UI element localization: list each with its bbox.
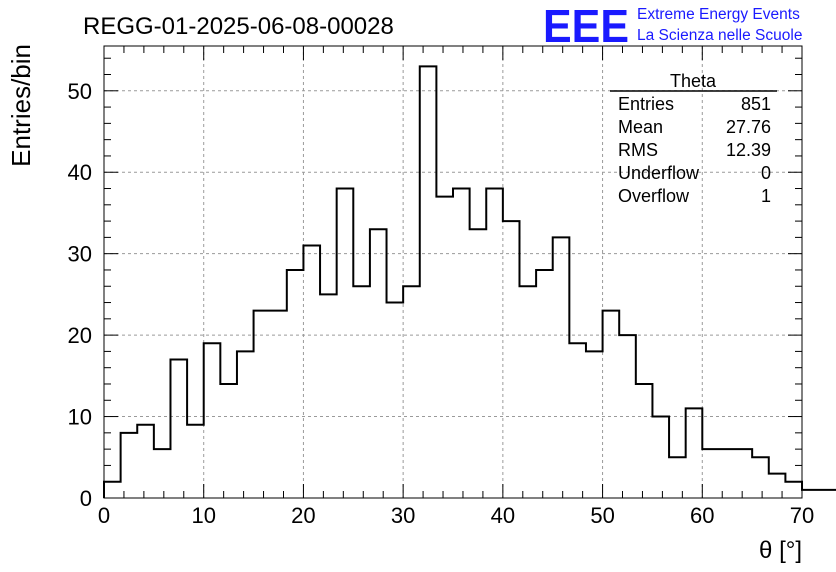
histogram-bin <box>752 457 769 498</box>
histogram-bin <box>719 449 736 498</box>
histogram-bin <box>536 270 553 498</box>
histogram-bin <box>569 343 586 498</box>
plot-frame <box>103 45 803 499</box>
x-tick-label: 20 <box>291 503 315 528</box>
histogram-bin <box>553 237 570 498</box>
histogram-bin <box>819 490 836 498</box>
histogram-bin <box>669 457 686 498</box>
x-tick-label: 40 <box>491 503 515 528</box>
histogram-bin <box>503 221 520 498</box>
x-tick-label: 0 <box>98 503 110 528</box>
histogram-bin <box>187 425 204 498</box>
histogram-bin <box>636 384 653 498</box>
histogram-bin <box>121 433 138 498</box>
eee-logo-mark: EEE <box>543 0 629 52</box>
y-tick-label: 10 <box>68 405 92 430</box>
histogram-bin <box>254 311 271 498</box>
histogram-bin <box>702 449 719 498</box>
histogram-bin <box>370 229 387 498</box>
y-axis-label: Entries/bin <box>6 44 36 167</box>
stats-row-label: RMS <box>618 140 658 160</box>
stats-row-value: 27.76 <box>726 117 771 137</box>
histogram-series <box>103 65 836 498</box>
y-tick-label: 30 <box>68 242 92 267</box>
stats-row-value: 0 <box>761 163 771 183</box>
x-tick-label: 10 <box>191 503 215 528</box>
eee-logo-line2: La Scienza nelle Scuole <box>637 27 802 44</box>
histogram-bin <box>204 343 221 498</box>
histogram-bin <box>353 286 370 498</box>
x-tick-label: 60 <box>690 503 714 528</box>
stats-row-label: Mean <box>618 117 663 137</box>
histogram-bin <box>586 351 603 498</box>
x-tick-label: 30 <box>391 503 415 528</box>
histogram-bin <box>453 189 470 498</box>
histogram-bin <box>420 66 437 498</box>
histogram-bin <box>287 270 304 498</box>
grid-lines <box>104 46 802 498</box>
histogram-bin <box>470 229 487 498</box>
histogram-bin <box>337 189 354 498</box>
histogram-bin <box>220 384 237 498</box>
histogram-bin <box>137 425 154 498</box>
histogram-bin <box>436 197 453 498</box>
histogram-outline <box>103 65 836 498</box>
histogram-bin <box>785 482 802 498</box>
y-tick-label: 0 <box>80 486 92 511</box>
stats-row-label: Overflow <box>618 186 690 206</box>
histogram-bin <box>769 474 786 498</box>
histogram-bin <box>519 286 536 498</box>
histogram-bin <box>486 189 503 498</box>
x-axis-label: θ [°] <box>759 537 802 564</box>
histogram-bin <box>303 246 320 498</box>
x-tick-label: 70 <box>790 503 814 528</box>
stats-title: Theta <box>670 71 717 91</box>
eee-logo: EEE Extreme Energy Events La Scienza nel… <box>543 0 802 52</box>
histogram-bin <box>686 408 703 498</box>
y-tick-label: 20 <box>68 323 92 348</box>
histogram-bin <box>802 490 819 498</box>
histogram-bin <box>736 449 753 498</box>
x-tick-label: 50 <box>590 503 614 528</box>
stats-row-value: 851 <box>741 94 771 114</box>
stats-box: Theta Entries 851 Mean 27.76 RMS 12.39 Underfl… <box>610 71 777 206</box>
histogram-bin <box>237 351 254 498</box>
y-tick-label: 40 <box>68 160 92 185</box>
eee-logo-line1: Extreme Energy Events <box>637 6 800 23</box>
stats-row-label: Underflow <box>618 163 700 183</box>
histogram-bin <box>320 294 337 498</box>
histogram-bin <box>652 417 669 498</box>
chart-title: REGG-01-2025-06-08-00028 <box>83 13 394 40</box>
stats-row-value: 12.39 <box>726 140 771 160</box>
histogram-bin <box>170 360 187 498</box>
histogram-bin <box>154 449 171 498</box>
stats-row-value: 1 <box>761 186 771 206</box>
histogram-bin <box>104 482 121 498</box>
stats-row-label: Entries <box>618 94 674 114</box>
histogram-bin <box>387 303 404 498</box>
histogram-bin <box>603 311 620 498</box>
histogram-bin <box>619 335 636 498</box>
histogram-bin <box>403 286 420 498</box>
histogram-bin <box>270 311 287 498</box>
y-tick-label: 50 <box>68 79 92 104</box>
